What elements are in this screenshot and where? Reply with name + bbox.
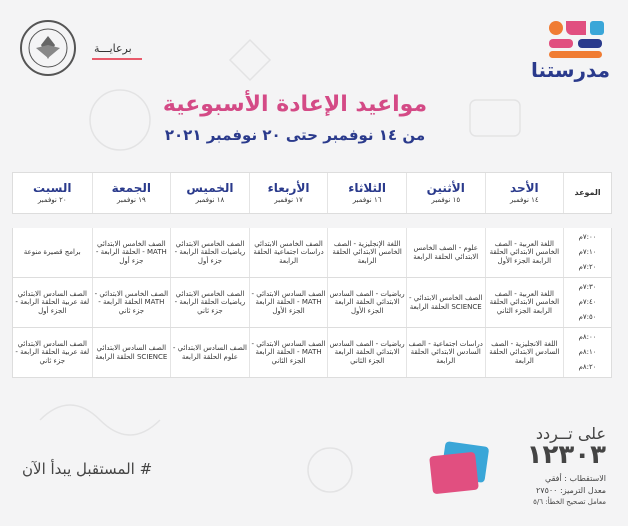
day-name: الثلاثاء <box>348 181 387 196</box>
time-slot: ٧:٠٠م <box>578 233 597 242</box>
day-date: ١٧ نوفمبر <box>274 196 303 205</box>
day-name: الخميس <box>186 181 234 196</box>
day-date: ١٨ نوفمبر <box>195 196 225 205</box>
time-slot: ٨:٠٠م <box>578 333 597 342</box>
lesson-cell: الصف الخامس الابتدائي دراسات اجتماعية ال… <box>248 228 328 277</box>
page-subtitle: من ١٤ نوفمبر حتى ٢٠ نوفمبر ٢٠٢١ <box>164 126 426 144</box>
schedule-row: ٧:٣٠م ٧:٤٠م ٧:٥٠م اللغة العربية - الصف الخ… <box>12 278 612 328</box>
day-name: الأثنين <box>426 181 465 196</box>
lesson-cell: الصف الخامس الابتدائي - SCIENCE الحلقة ا… <box>405 278 485 327</box>
sponsor-label: برعايـــة <box>94 42 132 55</box>
lesson-cell: برامج قصيرة منوعة <box>23 248 81 257</box>
time-slot: ٧:٥٠م <box>578 313 597 322</box>
day-name: الأحد <box>510 181 539 196</box>
lesson-cell: الصف الخامس الابتدائي رياضيات الحلقة الر… <box>170 228 249 277</box>
time-slot: ٨:٢٠م <box>578 363 597 372</box>
day-header: الأثنين ١٥ نوفمبر <box>405 173 485 213</box>
time-slot: ٧:٤٠م <box>578 298 597 307</box>
day-header: الخميس ١٨ نوفمبر <box>170 173 249 213</box>
day-date: ١٤ نوفمبر <box>509 196 539 205</box>
day-name: الأربعاء <box>267 181 310 196</box>
time-slot: ٨:١٠م <box>578 348 597 357</box>
madrasatna-logo-icon <box>549 21 604 58</box>
tv-icon <box>429 441 489 494</box>
time-slots: ٧:٠٠م ٧:١٠م ٧:٢٠م <box>563 228 611 277</box>
lesson-cell: الصف السادس الابتدائي لغة عربية الحلقة ا… <box>15 339 90 365</box>
polarization: الاستقطاب : أفقي <box>544 474 606 483</box>
time-slots: ٧:٣٠م ٧:٤٠م ٧:٥٠م <box>563 278 611 327</box>
lesson-cell: الصف الخامس الابتدائي رياضيات الحلقة الر… <box>170 278 249 327</box>
day-date: ٢٠ نوفمبر <box>37 196 67 205</box>
lesson-cell: اللغة العربية - الصف الخامس الابتدائي ال… <box>484 278 564 327</box>
lesson-cell: الصف السادس الابتدائي - MATH - الحلقة ال… <box>248 278 328 327</box>
day-header: الثلاثاء ١٦ نوفمبر <box>327 173 406 213</box>
lesson-cell: الصف السادس الابتدائي SCIENCE الحلقة الر… <box>91 328 171 377</box>
time-slot: ٧:٣٠م <box>578 283 597 292</box>
fec-rate: معامل تصحيح الخطأ: ٥/٦ <box>533 498 606 506</box>
time-slot: ٧:٢٠م <box>578 263 597 272</box>
brand-name: مدرستنا <box>531 58 610 82</box>
header-row: الموعد الأحد ١٤ نوفمبر الأثنين ١٥ نوفمبر ا… <box>12 172 612 214</box>
page-title: مواعيد الإعادة الأسبوعية <box>162 92 428 117</box>
lesson-cell: الصف السادس الابتدائي - MATH - الحلقة ال… <box>248 328 328 377</box>
frequency-label: على تــردد <box>535 424 606 443</box>
day-date: ١٦ نوفمبر <box>352 196 382 205</box>
schedule-row: ٨:٠٠م ٨:١٠م ٨:٢٠م اللغة الانجليزية - الصف … <box>12 328 612 378</box>
lesson-cell: اللغة الإنجليزية - الصف الخامس الابتدائي… <box>327 228 406 277</box>
time-slots: ٨:٠٠م ٨:١٠م ٨:٢٠م <box>563 328 611 377</box>
day-header: الجمعة ١٩ نوفمبر <box>91 173 171 213</box>
lesson-cell: علوم - الصف الخامس الابتدائي الحلقة الرا… <box>405 228 485 277</box>
lesson-cell: اللغة العربية - الصف الخامس الابتدائي ال… <box>484 228 564 277</box>
day-header: السبت ٢٠ نوفمبر <box>13 173 92 213</box>
lesson-cell: رياضيات - الصف السادس الابتدائي الحلقة ا… <box>327 328 406 377</box>
lesson-cell: رياضيات - الصف السادس الابتدائي الحلقة ا… <box>327 278 406 327</box>
time-slot: ٧:١٠م <box>578 248 597 257</box>
ministry-emblem-icon <box>20 20 76 76</box>
tagline: # المستقبل يبدأ الآن <box>22 460 153 478</box>
lesson-cell: الصف الخامس الابتدائي - MATH الحلقة الرا… <box>91 278 171 327</box>
lesson-cell: اللغة الانجليزية - الصف السادس الابتدائي… <box>484 328 564 377</box>
schedule-row: ٧:٠٠م ٧:١٠م ٧:٢٠م اللغة العربية - الصف الخ… <box>12 228 612 278</box>
schedule-table: الموعد الأحد ١٤ نوفمبر الأثنين ١٥ نوفمبر ا… <box>12 172 612 378</box>
lesson-cell: الصف الخامس الابتدائي MATH - الحلقة الرا… <box>91 228 171 277</box>
sponsor-underline <box>92 58 142 60</box>
day-name: الجمعة <box>111 181 152 196</box>
day-header: الأربعاء ١٧ نوفمبر <box>248 173 328 213</box>
lesson-cell: الصف السادس الابتدائي لغة عربية الحلقة ا… <box>15 289 90 315</box>
day-date: ١٩ نوفمبر <box>117 196 146 205</box>
symbol-rate: معدل الترميز: ٢٧٥٠٠ <box>535 486 606 495</box>
day-name: السبت <box>33 181 72 196</box>
lesson-cell: دراسات اجتماعية - الصف السادس الابتدائي … <box>405 328 485 377</box>
frequency-number: ١٢٣٠٣ <box>526 440 606 470</box>
time-header: الموعد <box>563 173 611 213</box>
lesson-cell: الصف السادس الابتدائي - علوم الحلقة الرا… <box>170 328 249 377</box>
day-date: ١٥ نوفمبر <box>431 196 461 205</box>
day-header: الأحد ١٤ نوفمبر <box>484 173 564 213</box>
